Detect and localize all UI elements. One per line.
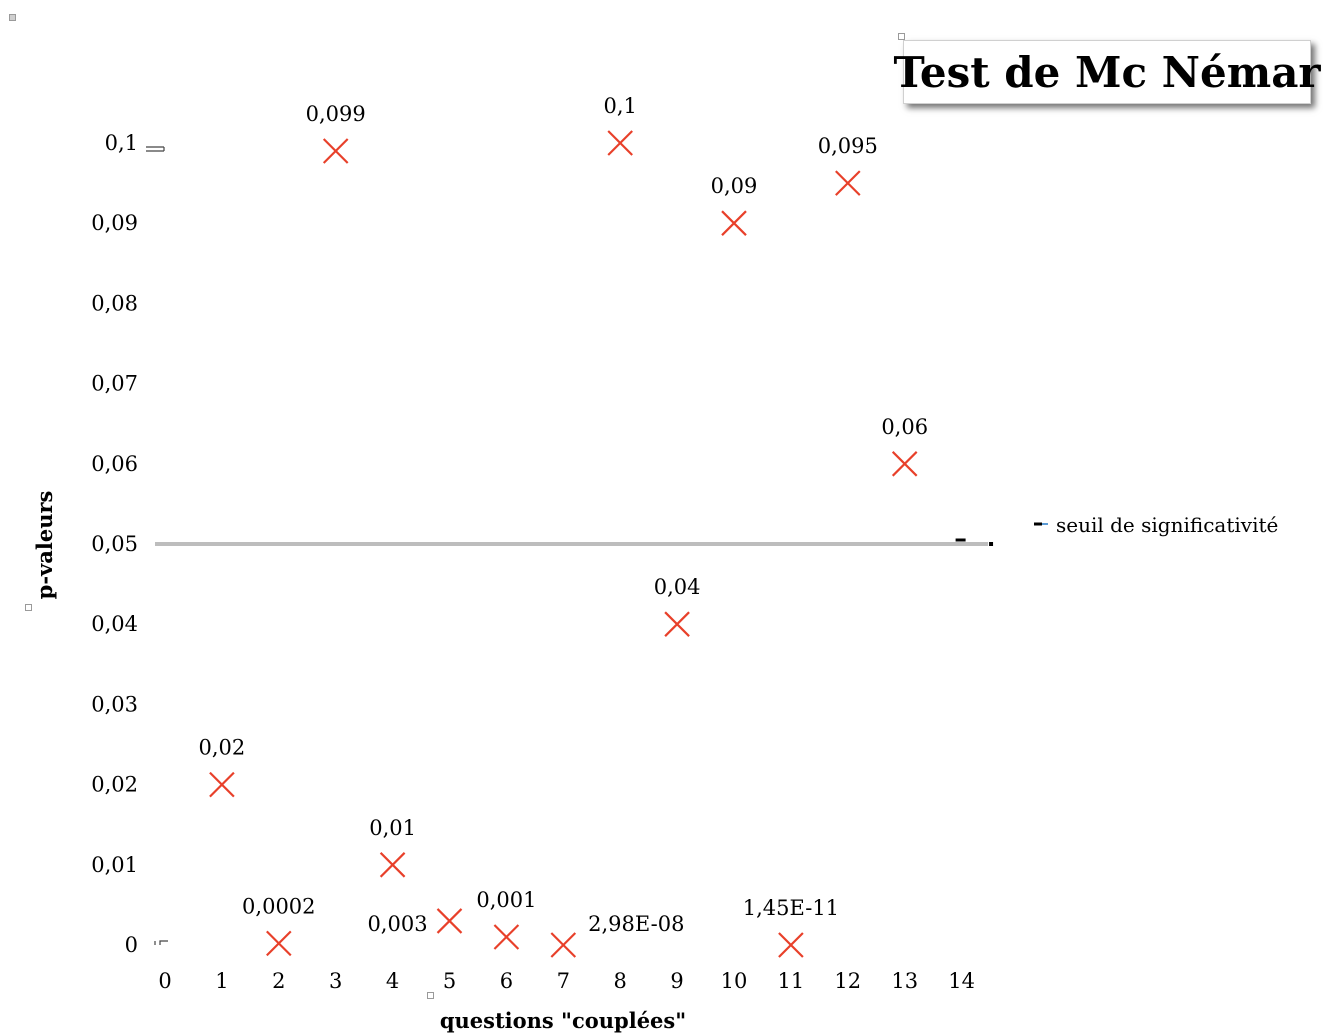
data-point-marker bbox=[550, 932, 577, 958]
marker-stroke bbox=[664, 611, 690, 637]
y-tick-label: 0,04 bbox=[91, 612, 138, 636]
data-label: 0,001 bbox=[476, 888, 536, 912]
x-tick-label: 1 bbox=[215, 969, 228, 993]
data-label: 0,095 bbox=[818, 134, 878, 158]
data-label: 0,1 bbox=[603, 94, 636, 118]
data-label: 0,06 bbox=[881, 415, 928, 439]
marker-stroke bbox=[721, 210, 747, 236]
x-tick-label: 8 bbox=[614, 969, 627, 993]
marker-stroke bbox=[209, 771, 235, 798]
data-point-marker bbox=[891, 451, 918, 477]
x-tick-label: 13 bbox=[891, 969, 918, 993]
data-label: 0,02 bbox=[199, 736, 246, 760]
y-tick-label: 0,01 bbox=[91, 853, 138, 877]
x-tick-label: 3 bbox=[329, 969, 342, 993]
y-tick-label: 0,02 bbox=[91, 773, 138, 797]
x-tick-label: 6 bbox=[500, 969, 513, 993]
data-label: 0,01 bbox=[369, 816, 416, 840]
data-label: 0,0002 bbox=[242, 894, 315, 918]
x-tick-label: 14 bbox=[948, 969, 975, 993]
selection-handle[interactable] bbox=[427, 992, 434, 999]
selection-handle[interactable] bbox=[9, 14, 16, 21]
y-axis-ticks: 0 0,01 0,02 0,03 0,04 0,05 0,06 0,07 0,08 0,09 0,1 bbox=[91, 131, 138, 957]
y-tick-label: 0,05 bbox=[91, 532, 138, 556]
marker-stroke bbox=[379, 852, 406, 878]
marker-stroke bbox=[891, 451, 918, 477]
legend: seuil de significativité bbox=[1034, 513, 1278, 537]
x-tick-label: 12 bbox=[834, 969, 861, 993]
marker-stroke bbox=[436, 908, 463, 934]
data-label: 0,003 bbox=[367, 912, 427, 936]
y-tick-label: 0,08 bbox=[91, 291, 138, 315]
y-tick-label: 0 bbox=[125, 933, 138, 957]
selection-handle[interactable] bbox=[898, 33, 905, 40]
data-point-marker bbox=[493, 924, 520, 950]
y-axis-title: p-valeurs bbox=[32, 491, 57, 600]
data-point-marker bbox=[835, 170, 861, 196]
y-tick-label: 0,07 bbox=[91, 372, 138, 396]
x-tick-label: 2 bbox=[272, 969, 285, 993]
x-tick-label: 10 bbox=[721, 969, 748, 993]
data-point-marker bbox=[436, 908, 463, 934]
data-point-marker bbox=[266, 930, 292, 957]
x-tick-label: 5 bbox=[443, 969, 456, 993]
y-tick-label: 0,09 bbox=[91, 211, 138, 235]
chart-title: Test de Mc Némar bbox=[893, 47, 1321, 97]
x-tick-label: 0 bbox=[158, 969, 171, 993]
data-point-marker bbox=[778, 932, 804, 958]
data-point-marker bbox=[209, 771, 235, 798]
y-tick-label: 0,1 bbox=[105, 131, 138, 155]
y-tick-label: 0,03 bbox=[91, 692, 138, 716]
axis-stub-bottom bbox=[154, 940, 168, 945]
threshold-end-marker bbox=[989, 542, 994, 546]
data-label: 0,099 bbox=[306, 102, 366, 126]
x-tick-label: 9 bbox=[670, 969, 683, 993]
x-tick-label: 7 bbox=[557, 969, 570, 993]
data-label: 2,98E-08 bbox=[588, 912, 684, 936]
data-label: 1,45E-11 bbox=[743, 896, 839, 920]
data-point-marker bbox=[322, 138, 349, 164]
axis-stub-top bbox=[146, 146, 165, 152]
marker-stroke bbox=[550, 932, 577, 958]
marker-stroke bbox=[266, 930, 292, 957]
points-layer bbox=[209, 130, 918, 958]
x-axis-title: questions "couplées" bbox=[440, 1008, 686, 1033]
x-tick-label: 4 bbox=[386, 969, 399, 993]
legend-label: seuil de significativité bbox=[1056, 513, 1278, 537]
data-label: 0,09 bbox=[711, 174, 758, 198]
x-tick-label: 11 bbox=[778, 969, 805, 993]
marker-stroke bbox=[493, 924, 520, 950]
marker-stroke bbox=[322, 138, 349, 164]
x-axis-ticks: 0 1 2 3 4 5 6 7 8 9 10 11 12 13 14 bbox=[158, 969, 975, 993]
marker-stroke bbox=[835, 170, 861, 196]
data-point-marker bbox=[664, 611, 690, 637]
selection-handle[interactable] bbox=[25, 604, 32, 611]
marker-stroke bbox=[778, 932, 804, 958]
marker-stroke bbox=[607, 130, 633, 156]
threshold-layer bbox=[155, 538, 994, 549]
data-point-marker bbox=[379, 852, 406, 878]
data-point-marker bbox=[721, 210, 747, 236]
data-point-marker bbox=[607, 130, 633, 156]
data-labels-layer: 0,02 0,0002 0,099 0,01 0,003 0,001 2,98E-08 0,1… bbox=[199, 94, 929, 936]
data-label: 0,04 bbox=[654, 575, 701, 599]
y-tick-label: 0,06 bbox=[91, 452, 138, 476]
chart-title-box[interactable]: Test de Mc Némar bbox=[893, 40, 1321, 104]
